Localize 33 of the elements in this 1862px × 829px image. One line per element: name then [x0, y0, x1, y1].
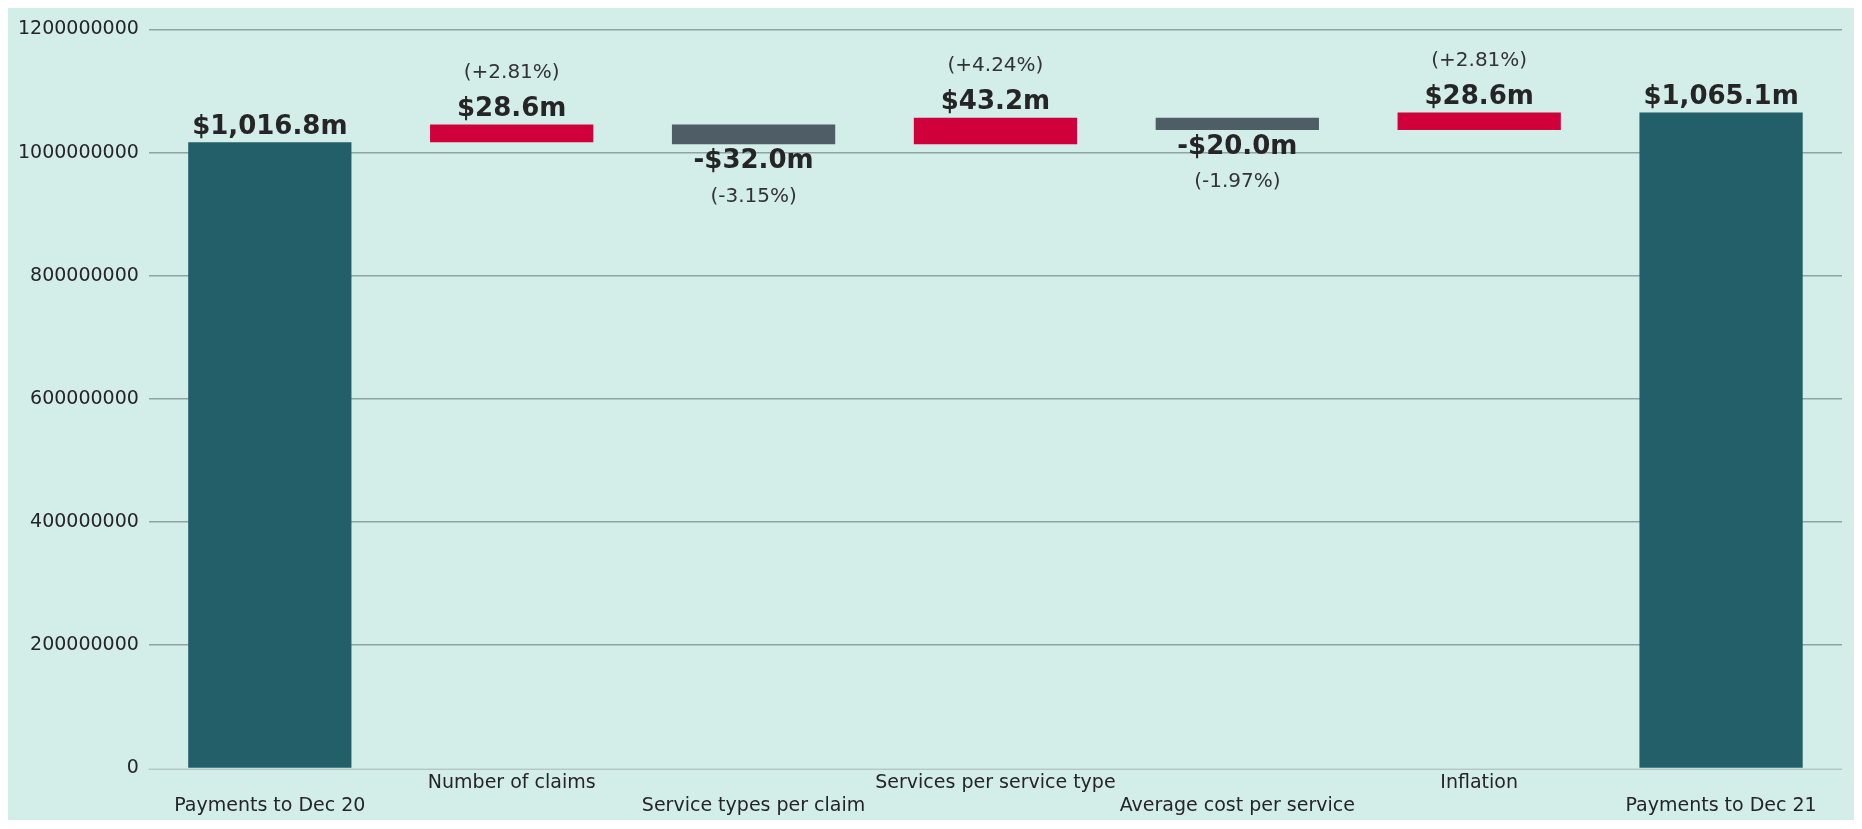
- y-tick-label: 1000000000: [17, 139, 139, 162]
- y-tick-label: 400000000: [30, 509, 139, 531]
- bar: [1155, 117, 1319, 131]
- data-label: $28.6m: [457, 92, 567, 123]
- annotation: (+2.81%): [1431, 46, 1528, 71]
- bar: [1639, 112, 1803, 768]
- y-tick-label: 600000000: [30, 385, 139, 408]
- data-label: -$20.0m: [1177, 129, 1298, 160]
- annotation: (-3.15%): [710, 182, 797, 207]
- data-label: $1,016.8m: [192, 109, 348, 140]
- data-label: -$32.0m: [693, 144, 814, 175]
- x-tick-label: Payments to Dec 21: [1625, 792, 1817, 815]
- annotation: (+2.81%): [463, 58, 560, 83]
- data-label: $28.6m: [1424, 80, 1534, 111]
- bar: [913, 117, 1078, 145]
- x-tick-label: Number of claims: [427, 769, 596, 792]
- bar: [1397, 112, 1561, 131]
- annotation: (+4.24%): [947, 51, 1044, 76]
- y-tick-label: 1200000000: [17, 16, 139, 39]
- x-tick-label: Average cost per service: [1119, 792, 1355, 815]
- x-tick-label: Service types per claim: [641, 792, 866, 815]
- y-tick-label: 200000000: [30, 632, 139, 655]
- x-tick-label: Payments to Dec 20: [174, 792, 366, 815]
- bar: [671, 124, 836, 145]
- data-label: $43.2m: [940, 85, 1051, 116]
- y-tick-label: 800000000: [30, 262, 139, 285]
- x-tick-label: Inflation: [1440, 769, 1519, 792]
- data-label: $1,065.1m: [1643, 80, 1799, 111]
- y-tick-label: 0: [126, 755, 139, 778]
- annotation: (-1.97%): [1194, 168, 1281, 193]
- bar: [430, 124, 594, 143]
- x-tick-label: Services per service type: [875, 769, 1116, 792]
- bar: [188, 142, 352, 768]
